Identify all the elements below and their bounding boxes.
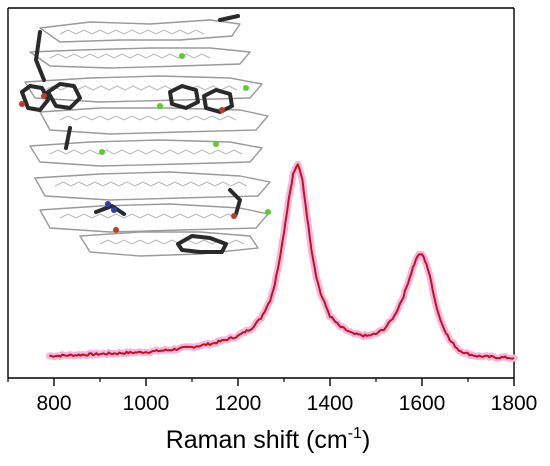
x-tick-labels: 800 1000 1200 1400 1600 1800 [36, 392, 537, 415]
spectrum-series [45, 160, 518, 363]
x-tick-label: 1600 [399, 392, 446, 415]
x-tick-label: 1800 [491, 392, 538, 415]
x-ticks [7, 378, 515, 386]
x-tick-label: 1400 [307, 392, 354, 415]
x-axis-label-close: ) [362, 426, 370, 454]
nitrogen-atoms [105, 201, 117, 213]
x-axis-label-superscript: -1 [348, 425, 362, 442]
x-axis-label-text: Raman shift (cm [166, 426, 348, 454]
axes [7, 7, 515, 379]
chlorine-atoms [99, 53, 271, 215]
x-tick-label: 800 [36, 392, 71, 415]
molecular-structure-inset [19, 14, 271, 257]
x-tick-label: 1000 [123, 392, 170, 415]
spectrum-line [49, 163, 515, 360]
oxygen-atoms [19, 93, 237, 233]
x-axis-label: Raman shift (cm-1) [166, 425, 371, 454]
x-tick-label: 1200 [215, 392, 262, 415]
